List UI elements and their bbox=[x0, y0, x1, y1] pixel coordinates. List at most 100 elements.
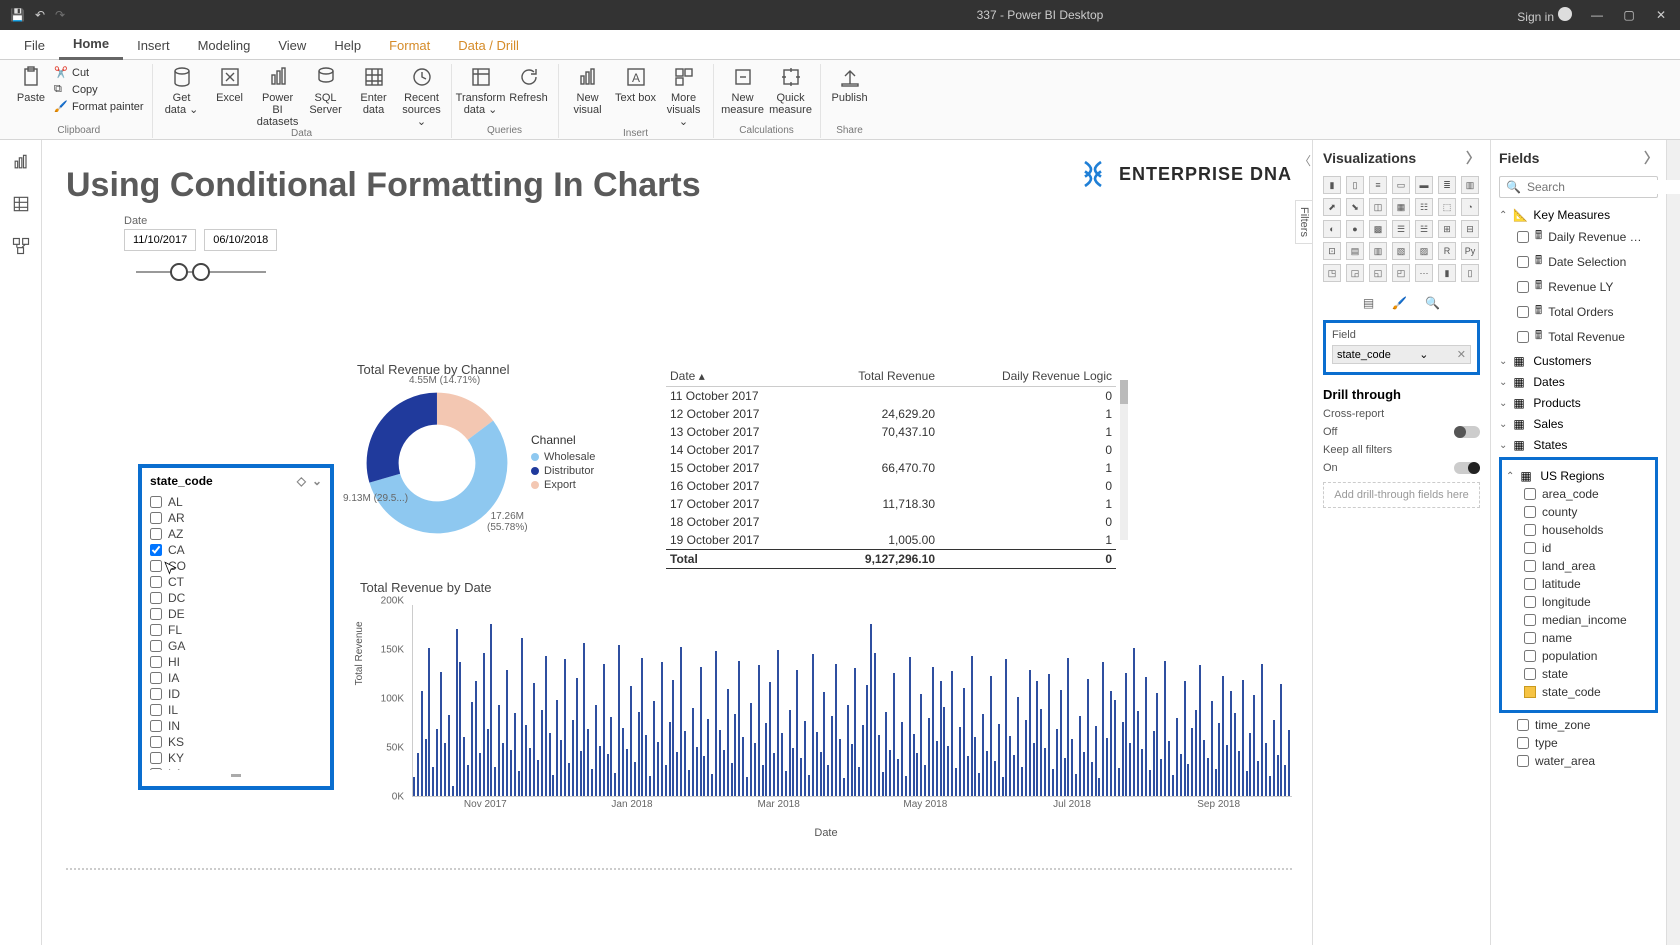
checkbox[interactable] bbox=[150, 512, 162, 524]
slicer-item[interactable]: GA bbox=[150, 638, 322, 654]
legend-item[interactable]: Distributor bbox=[531, 465, 595, 477]
slicer-item[interactable]: DC bbox=[150, 590, 322, 606]
analytics-tab-icon[interactable]: 🔍 bbox=[1425, 296, 1440, 310]
undo-icon[interactable]: ↶ bbox=[35, 8, 45, 22]
checkbox[interactable] bbox=[150, 576, 162, 588]
slicer-item[interactable]: KS bbox=[150, 734, 322, 750]
table-header[interactable]: Date ▴ bbox=[666, 366, 812, 387]
checkbox[interactable] bbox=[150, 752, 162, 764]
report-view-icon[interactable] bbox=[11, 152, 31, 172]
tab-modeling[interactable]: Modeling bbox=[184, 32, 265, 59]
newmeasure-button[interactable]: New measure bbox=[722, 64, 764, 116]
checkbox[interactable] bbox=[150, 640, 162, 652]
chevron-right-icon[interactable]: 〉 bbox=[1644, 148, 1658, 168]
get-data-button[interactable]: Get data ⌄ bbox=[161, 64, 203, 116]
viztype-button[interactable]: ⊟ bbox=[1461, 220, 1479, 238]
sqlserver-button[interactable]: SQL Server bbox=[305, 64, 347, 116]
slicer-item[interactable]: FL bbox=[150, 622, 322, 638]
slicer-item[interactable]: DE bbox=[150, 606, 322, 622]
viztype-button[interactable]: ☷ bbox=[1415, 198, 1433, 216]
date-range-slider[interactable] bbox=[136, 257, 266, 287]
field-checkbox[interactable] bbox=[1517, 737, 1529, 749]
date-to[interactable]: 06/10/2018 bbox=[204, 229, 277, 251]
viztype-button[interactable]: ▮ bbox=[1438, 264, 1456, 282]
field-item[interactable]: state bbox=[1524, 665, 1651, 683]
date-from[interactable]: 11/10/2017 bbox=[124, 229, 196, 251]
field-item[interactable]: water_area bbox=[1517, 752, 1658, 770]
viztype-button[interactable]: ▦ bbox=[1392, 198, 1410, 216]
field-item[interactable]: time_zone bbox=[1517, 716, 1658, 734]
field-checkbox[interactable] bbox=[1524, 524, 1536, 536]
viztype-button[interactable]: ◫ bbox=[1369, 198, 1387, 216]
table-scrollbar[interactable] bbox=[1120, 380, 1128, 540]
field-item[interactable]: name bbox=[1524, 629, 1651, 647]
caret-icon[interactable]: ⌄ bbox=[1499, 398, 1507, 409]
newvisual-button[interactable]: New visual bbox=[567, 64, 609, 116]
table-header[interactable]: Daily Revenue Logic bbox=[939, 366, 1116, 387]
slicer-resize-handle[interactable]: ▬ bbox=[142, 770, 330, 778]
field-item[interactable]: longitude bbox=[1524, 593, 1651, 611]
checkbox[interactable] bbox=[150, 688, 162, 700]
table-row[interactable]: 15 October 201766,470.701 bbox=[666, 459, 1116, 477]
field-item[interactable]: 🖩Revenue LY bbox=[1517, 274, 1658, 299]
checkbox[interactable] bbox=[150, 608, 162, 620]
viztype-button[interactable]: ▮ bbox=[1323, 176, 1341, 194]
viztype-button[interactable]: ◲ bbox=[1346, 264, 1364, 282]
bar-chart[interactable]: Total Revenue 0K50K100K150K200K Nov 2017… bbox=[360, 601, 1292, 821]
state-code-slicer[interactable]: state_code ◇ ⌄ ALARAZCACOCTDCDEFLGAHIIAI… bbox=[138, 464, 334, 790]
viztype-button[interactable]: ◔ bbox=[1461, 198, 1479, 216]
viztype-button[interactable]: ≡ bbox=[1369, 176, 1387, 194]
legend-item[interactable]: Wholesale bbox=[531, 451, 595, 463]
donut-visual[interactable]: Total Revenue by Channel 4.55M (14.71%) … bbox=[357, 362, 657, 543]
checkbox[interactable] bbox=[150, 720, 162, 732]
table-row[interactable]: 17 October 201711,718.301 bbox=[666, 495, 1116, 513]
revenue-table[interactable]: Date ▴Total RevenueDaily Revenue Logic 1… bbox=[666, 366, 1116, 569]
field-item[interactable]: median_income bbox=[1524, 611, 1651, 629]
slider-handle-end[interactable] bbox=[192, 263, 210, 281]
viztype-button[interactable]: ⊞ bbox=[1438, 220, 1456, 238]
field-checkbox[interactable] bbox=[1524, 686, 1536, 698]
field-item[interactable]: 🖩Total Orders bbox=[1517, 299, 1658, 324]
field-checkbox[interactable] bbox=[1524, 560, 1536, 572]
publish-button[interactable]: Publish bbox=[829, 64, 871, 104]
slicer-item[interactable]: CO bbox=[150, 558, 322, 574]
maximize-button[interactable]: ▢ bbox=[1622, 8, 1636, 22]
date-slicer[interactable]: 11/10/2017 06/10/2018 bbox=[124, 229, 1300, 251]
paste-button[interactable]: Paste bbox=[14, 64, 48, 104]
slicer-list[interactable]: ALARAZCACOCTDCDEFLGAHIIAIDILINKSKYLA bbox=[142, 494, 330, 770]
filters-tab[interactable]: Filters bbox=[1295, 200, 1312, 244]
slicer-item[interactable]: IL bbox=[150, 702, 322, 718]
viztype-button[interactable]: ⊡ bbox=[1323, 242, 1341, 260]
viztype-button[interactable]: ▯ bbox=[1461, 264, 1479, 282]
viztype-button[interactable]: ☱ bbox=[1415, 220, 1433, 238]
donut-chart[interactable]: 4.55M (14.71%) 9.13M (29.5...) 17.26M (5… bbox=[357, 383, 517, 543]
viztype-button[interactable]: ▤ bbox=[1346, 242, 1364, 260]
field-checkbox[interactable] bbox=[1517, 331, 1529, 343]
checkbox[interactable] bbox=[150, 672, 162, 684]
field-item[interactable]: county bbox=[1524, 503, 1651, 521]
chip-dropdown-icon[interactable]: ⌄ bbox=[1419, 348, 1428, 361]
viztype-button[interactable]: ▩ bbox=[1369, 220, 1387, 238]
signin-link[interactable]: Sign in bbox=[1517, 7, 1572, 24]
fields-search[interactable]: 🔍 bbox=[1499, 176, 1658, 198]
table-row[interactable]: 13 October 201770,437.101 bbox=[666, 423, 1116, 441]
format-tabs[interactable]: ▤ 🖌️ 🔍 bbox=[1323, 290, 1480, 316]
field-item[interactable]: area_code bbox=[1524, 485, 1651, 503]
checkbox[interactable] bbox=[150, 592, 162, 604]
checkbox[interactable] bbox=[150, 496, 162, 508]
slicer-item[interactable]: IA bbox=[150, 670, 322, 686]
window-scrollbar[interactable] bbox=[1666, 140, 1680, 945]
field-checkbox[interactable] bbox=[1517, 306, 1529, 318]
checkbox[interactable] bbox=[150, 544, 162, 556]
caret-icon[interactable]: ⌃ bbox=[1506, 471, 1514, 482]
field-item[interactable]: population bbox=[1524, 647, 1651, 665]
visual-type-grid[interactable]: ▮▯≡▭▬≣▥⬈⬊◫▦☷⬚◔◐●▩☰☱⊞⊟⊡▤▥▧▨RPy◳◲◱◰⋯▮▯ bbox=[1323, 176, 1480, 282]
tab-format[interactable]: Format bbox=[375, 32, 444, 59]
checkbox[interactable] bbox=[150, 656, 162, 668]
caret-icon[interactable]: ⌃ bbox=[1499, 210, 1507, 221]
table-collapsed[interactable]: ⌄▦Customers bbox=[1499, 352, 1658, 370]
checkbox[interactable] bbox=[150, 768, 162, 770]
field-well[interactable]: Field state_code ⌄ ✕ bbox=[1323, 320, 1480, 375]
field-checkbox[interactable] bbox=[1524, 488, 1536, 500]
table-row[interactable]: 14 October 20170 bbox=[666, 441, 1116, 459]
